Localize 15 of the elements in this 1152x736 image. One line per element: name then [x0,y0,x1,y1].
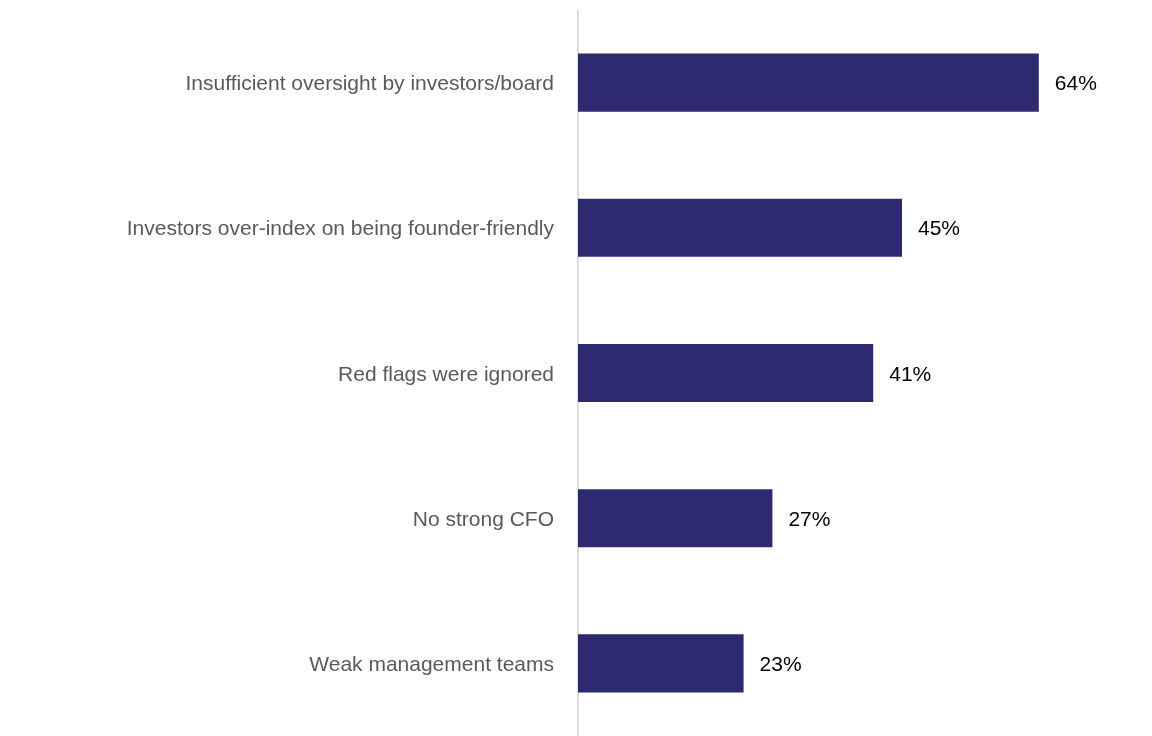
bar [578,634,744,693]
y-tick-label: Weak management teams [309,651,554,675]
bar [578,343,874,403]
data-label: 23% [759,651,802,675]
y-tick-label: Red flags were ignored [338,361,554,385]
data-label: 45% [918,216,961,240]
bar [578,53,1039,112]
y-tick-label: No strong CFO [412,506,554,530]
data-label: 27% [788,506,831,530]
data-label: 64% [1054,71,1097,95]
y-tick-label: Investors over-index on being founder-friendly [126,216,555,240]
bar [578,198,902,257]
bar [578,489,773,548]
y-tick-label: Insufficient oversight by investors/board [185,71,554,95]
data-label: 41% [889,361,932,385]
